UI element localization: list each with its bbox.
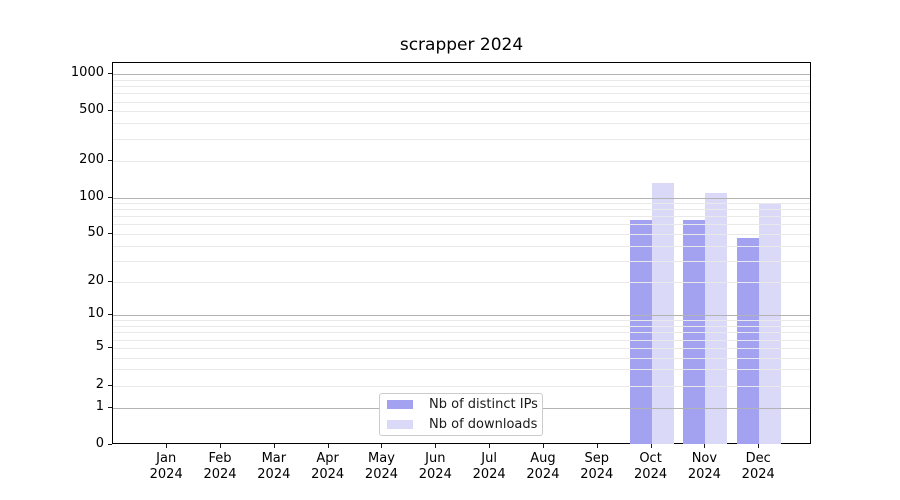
x-tick-mark bbox=[381, 444, 383, 448]
y-tick-mark bbox=[108, 444, 112, 445]
bar-downloads bbox=[651, 182, 674, 444]
minor-grid-line bbox=[113, 245, 810, 247]
minor-grid-line bbox=[113, 348, 810, 350]
x-tick-mark bbox=[489, 444, 491, 448]
y-tick-mark bbox=[108, 160, 112, 161]
x-axis-tick-label: Dec 2024 bbox=[741, 451, 775, 482]
x-axis-tick-label: Feb 2024 bbox=[203, 451, 237, 482]
major-grid-line bbox=[113, 315, 810, 317]
minor-grid-line bbox=[113, 282, 810, 283]
minor-grid-line bbox=[113, 123, 810, 125]
x-tick-mark bbox=[542, 444, 544, 448]
y-axis-tick-label: 2 bbox=[95, 377, 104, 393]
y-tick-mark bbox=[108, 196, 112, 198]
x-tick-mark bbox=[220, 444, 222, 448]
minor-grid-line bbox=[113, 234, 810, 235]
y-axis-tick-label: 50 bbox=[87, 225, 104, 240]
y-axis-tick-label: 1000 bbox=[70, 65, 104, 81]
minor-grid-line bbox=[113, 260, 810, 262]
plot-area bbox=[112, 62, 811, 444]
x-axis-tick-label: Apr 2024 bbox=[311, 451, 345, 482]
x-tick-mark bbox=[704, 444, 706, 448]
major-grid-line bbox=[113, 74, 810, 76]
legend-label: Nb of downloads bbox=[429, 417, 538, 432]
legend-label: Nb of distinct IPs bbox=[429, 397, 538, 412]
x-tick-mark bbox=[273, 444, 275, 448]
bar-distinct-ips bbox=[629, 220, 652, 444]
x-axis-tick-label: Jul 2024 bbox=[472, 451, 506, 482]
y-tick-mark bbox=[108, 314, 112, 316]
y-tick-mark bbox=[108, 407, 112, 409]
bar-distinct-ips bbox=[683, 220, 706, 444]
x-axis-tick-label: Aug 2024 bbox=[526, 451, 560, 482]
y-axis-tick-label: 0 bbox=[95, 436, 104, 451]
y-axis-tick-label: 200 bbox=[79, 152, 104, 167]
x-axis-tick-label: Sep 2024 bbox=[580, 451, 614, 482]
y-tick-mark bbox=[108, 73, 112, 75]
x-tick-mark bbox=[435, 444, 437, 448]
x-axis-tick-label: Mar 2024 bbox=[257, 451, 291, 482]
y-axis-tick-label: 20 bbox=[87, 273, 104, 288]
y-axis-tick-label: 500 bbox=[79, 102, 104, 118]
x-axis-tick-label: Jan 2024 bbox=[149, 451, 183, 482]
x-tick-mark bbox=[327, 444, 329, 448]
y-axis-tick-label: 5 bbox=[95, 339, 104, 355]
legend-item: Nb of downloads bbox=[387, 416, 538, 433]
x-axis-tick-label: Nov 2024 bbox=[687, 451, 721, 482]
y-tick-mark bbox=[108, 281, 112, 282]
x-axis-tick-label: Oct 2024 bbox=[634, 451, 668, 482]
minor-grid-line bbox=[113, 86, 810, 88]
minor-grid-line bbox=[113, 209, 810, 211]
y-tick-mark bbox=[108, 385, 112, 387]
y-axis-tick-label: 10 bbox=[87, 306, 104, 322]
minor-grid-line bbox=[113, 203, 810, 205]
minor-grid-line bbox=[113, 93, 810, 95]
legend: Nb of distinct IPs Nb of downloads bbox=[379, 393, 543, 436]
bar-downloads bbox=[759, 202, 782, 444]
minor-grid-line bbox=[113, 101, 810, 103]
major-grid-line bbox=[113, 197, 810, 199]
bar-distinct-ips bbox=[737, 238, 760, 444]
x-tick-mark bbox=[166, 444, 168, 448]
legend-swatch bbox=[387, 400, 413, 409]
x-axis-tick-label: May 2024 bbox=[364, 451, 399, 482]
minor-grid-line bbox=[113, 339, 810, 341]
y-tick-mark bbox=[108, 347, 112, 349]
minor-grid-line bbox=[113, 139, 810, 140]
minor-grid-line bbox=[113, 386, 810, 388]
y-axis-tick-label: 100 bbox=[79, 188, 104, 204]
minor-grid-line bbox=[113, 332, 810, 334]
minor-grid-line bbox=[113, 320, 810, 322]
y-tick-mark bbox=[108, 233, 112, 234]
minor-grid-line bbox=[113, 369, 810, 371]
minor-grid-line bbox=[113, 357, 810, 359]
x-tick-mark bbox=[758, 444, 760, 448]
y-axis-tick-label: 1 bbox=[95, 399, 104, 415]
legend-item: Nb of distinct IPs bbox=[387, 396, 538, 413]
minor-grid-line bbox=[113, 216, 810, 218]
minor-grid-line bbox=[113, 161, 810, 162]
legend-swatch bbox=[387, 420, 413, 429]
y-tick-mark bbox=[108, 110, 112, 112]
x-tick-mark bbox=[596, 444, 598, 448]
minor-grid-line bbox=[113, 79, 810, 81]
minor-grid-line bbox=[113, 224, 810, 226]
x-axis-tick-label: Jun 2024 bbox=[418, 451, 452, 482]
minor-grid-line bbox=[113, 111, 810, 113]
chart-title: scrapper 2024 bbox=[399, 35, 524, 55]
minor-grid-line bbox=[113, 325, 810, 327]
bar-downloads bbox=[705, 192, 728, 444]
x-tick-mark bbox=[650, 444, 652, 448]
